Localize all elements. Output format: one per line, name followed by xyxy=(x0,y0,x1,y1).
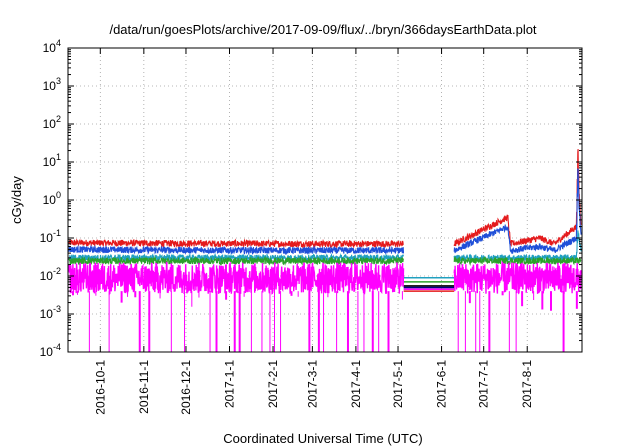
ticks xyxy=(68,47,582,353)
y-tick-base: 10 xyxy=(43,79,57,93)
y-tick-exponent: 2 xyxy=(56,114,61,124)
y-tick-base: 10 xyxy=(43,41,57,55)
series-line xyxy=(453,260,582,295)
x-tick-label: 2017-2-1 xyxy=(266,360,280,408)
y-tick-exponent: 1 xyxy=(56,152,61,162)
y-tick-label: 104 xyxy=(43,38,61,55)
grid xyxy=(68,48,582,352)
y-tick-exponent: -4 xyxy=(53,342,61,352)
x-tick-label: 2017-5-1 xyxy=(391,360,405,408)
x-tick-label: 2017-1-1 xyxy=(223,360,237,408)
x-tick-label: 2016-10-1 xyxy=(93,360,107,415)
series-layer xyxy=(68,149,582,352)
chart-title: /data/run/goesPlots/archive/2017-09-09/f… xyxy=(109,22,536,37)
y-tick-label: 101 xyxy=(43,152,61,169)
y-tick-exponent: -1 xyxy=(53,228,61,238)
y-tick-label: 10-4 xyxy=(40,342,61,359)
y-tick-label: 100 xyxy=(43,190,61,207)
x-tick-label: 2017-6-1 xyxy=(435,360,449,408)
y-tick-base: 10 xyxy=(43,155,57,169)
y-tick-exponent: 4 xyxy=(56,38,61,48)
series-line xyxy=(68,244,405,256)
y-tick-label: 10-3 xyxy=(40,304,61,321)
x-tick-label: 2017-3-1 xyxy=(305,360,319,408)
y-tick-label: 10-1 xyxy=(40,228,61,245)
y-tick-base: 10 xyxy=(40,269,54,283)
y-tick-base: 10 xyxy=(40,231,54,245)
x-tick-label: 2016-11-1 xyxy=(137,360,151,414)
x-tick-label: 2017-4-1 xyxy=(349,360,363,408)
series-line xyxy=(68,255,405,267)
x-tick-labels: 2016-10-1 2016-11-1 2016-12-1 2017-1-1 2017-… xyxy=(93,360,534,415)
series-line xyxy=(453,168,582,254)
y-tick-base: 10 xyxy=(43,193,57,207)
y-tick-base: 10 xyxy=(43,117,57,131)
y-tick-label: 10-2 xyxy=(40,266,61,283)
y-tick-label: 103 xyxy=(43,76,61,93)
y-tick-exponent: 3 xyxy=(56,76,61,86)
y-tick-exponent: -3 xyxy=(53,304,61,314)
x-tick-label: 2017-8-1 xyxy=(520,360,534,408)
x-axis-label: Coordinated Universal Time (UTC) xyxy=(223,431,422,446)
series-line xyxy=(453,255,582,266)
y-tick-base: 10 xyxy=(40,345,54,359)
x-tick-label: 2016-12-1 xyxy=(179,360,193,415)
y-tick-label: 102 xyxy=(43,114,61,131)
series-line xyxy=(453,149,582,247)
series-line xyxy=(68,261,405,296)
x-tick-label: 2017-7-1 xyxy=(477,360,491,408)
y-tick-exponent: -2 xyxy=(53,266,61,276)
y-tick-base: 10 xyxy=(40,307,54,321)
y-tick-exponent: 0 xyxy=(56,190,61,200)
y-axis-label: cGy/day xyxy=(9,176,24,224)
series-line xyxy=(68,238,404,249)
